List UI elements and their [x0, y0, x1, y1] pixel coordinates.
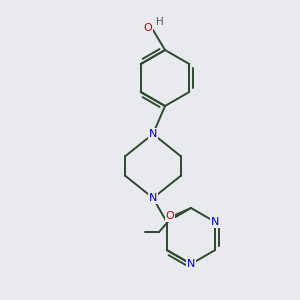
Text: N: N — [149, 193, 157, 203]
Text: H: H — [156, 17, 164, 27]
Text: N: N — [187, 259, 195, 269]
Text: N: N — [211, 217, 219, 227]
Text: N: N — [149, 129, 157, 139]
Text: O: O — [144, 23, 152, 33]
Text: O: O — [166, 211, 174, 221]
